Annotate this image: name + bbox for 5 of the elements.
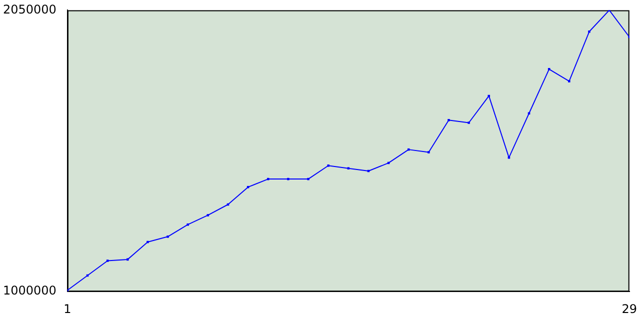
y-tick-label: 2050000 — [2, 2, 56, 16]
point — [528, 112, 530, 115]
y-tick-label: 1000000 — [2, 284, 56, 298]
x-tick-label: 29 — [622, 302, 638, 316]
x-tick-label: 1 — [64, 302, 72, 316]
